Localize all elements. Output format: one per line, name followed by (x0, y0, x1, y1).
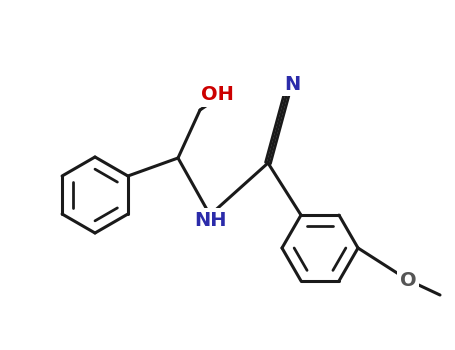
Text: NH: NH (194, 210, 226, 230)
Text: N: N (284, 75, 300, 93)
Text: O: O (399, 271, 416, 289)
Text: OH: OH (201, 85, 233, 105)
